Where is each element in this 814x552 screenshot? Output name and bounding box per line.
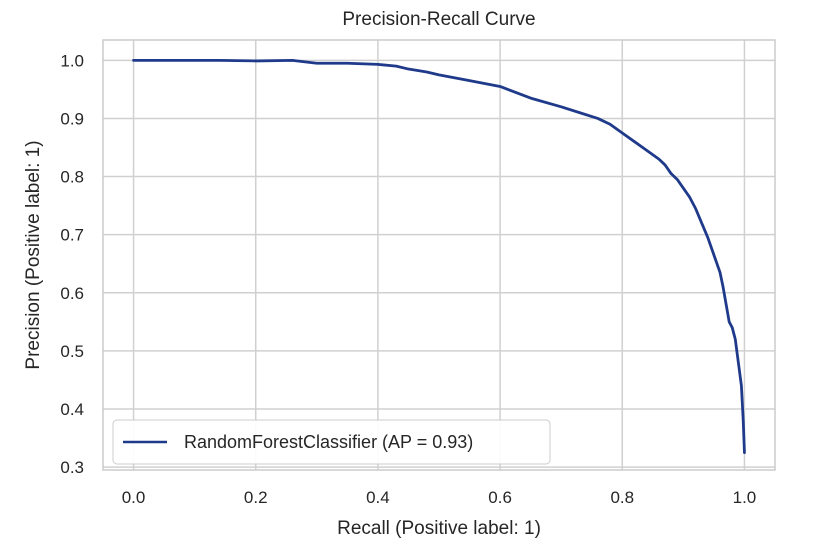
legend: RandomForestClassifier (AP = 0.93) — [112, 419, 551, 465]
chart-title: Precision-Recall Curve — [342, 9, 535, 30]
y-tick-label: 0.4 — [60, 400, 84, 419]
y-tick-label: 0.7 — [60, 226, 84, 245]
tick-labels: 0.0 0.2 0.4 0.6 0.8 1.0 0.3 0.4 0.5 0.6 0.7 0.8 0.9 1… — [60, 51, 756, 507]
legend-label: RandomForestClassifier (AP = 0.93) — [184, 432, 473, 452]
x-tick-label: 0.6 — [488, 488, 512, 507]
plot-background — [103, 40, 775, 470]
legend-box — [112, 419, 551, 465]
plot-frame — [102, 39, 776, 471]
y-tick-label: 1.0 — [60, 51, 84, 70]
x-tick-label: 1.0 — [733, 488, 757, 507]
x-tick-label: 0.0 — [122, 488, 146, 507]
series-line — [132, 58, 746, 454]
series-layer — [132, 58, 746, 454]
y-tick-label: 0.3 — [60, 458, 84, 477]
y-tick-label: 0.9 — [60, 109, 84, 128]
y-tick-label: 0.8 — [60, 168, 84, 187]
y-axis-label: Precision (Positive label: 1) — [23, 140, 44, 369]
y-tick-label: 0.6 — [60, 284, 84, 303]
grid — [103, 40, 775, 470]
x-tick-label: 0.2 — [244, 488, 268, 507]
x-tick-label: 0.4 — [366, 488, 390, 507]
x-tick-label: 0.8 — [610, 488, 634, 507]
y-tick-label: 0.5 — [60, 342, 84, 361]
x-axis-label: Recall (Positive label: 1) — [337, 518, 541, 539]
